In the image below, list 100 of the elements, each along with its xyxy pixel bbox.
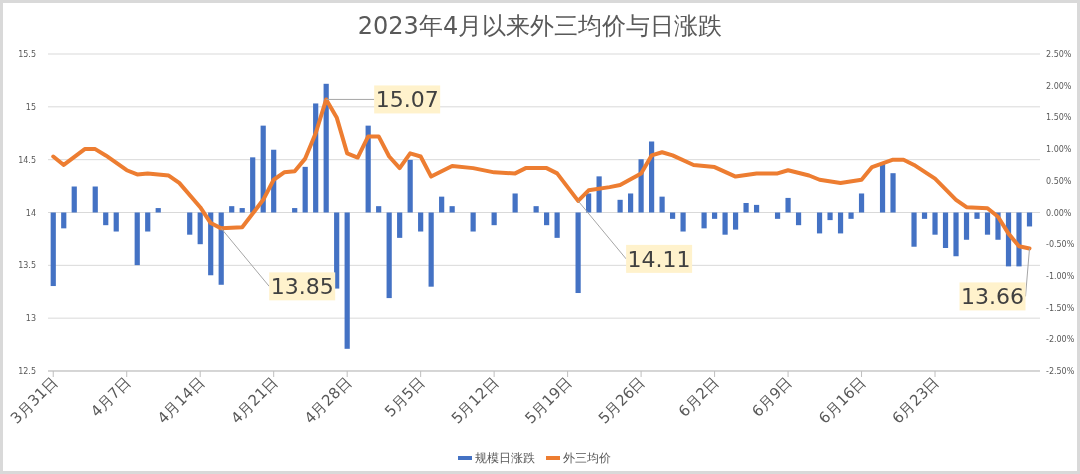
bar [953,212,959,257]
bar [617,199,623,213]
x-tick-label: 6月23日 [888,373,943,428]
bar [418,212,424,232]
bar [197,212,203,245]
bar [554,212,560,238]
bar [544,212,550,226]
bar [586,193,592,213]
y2-tick-label: 2.50% [1046,50,1072,59]
bar [1016,212,1022,267]
bar [837,212,844,234]
bar [890,173,896,213]
bar [911,212,917,247]
bar [187,212,193,235]
annotation: 13.85 [270,274,334,300]
bar [533,206,539,213]
x-tick-label: 5月12日 [447,373,502,428]
annotation: 13.66 [961,284,1024,310]
annotation: 14.11 [627,246,691,272]
y-tick-label: 13.5 [18,261,36,271]
x-tick-label: 4月21日 [227,373,282,428]
bar [428,212,434,287]
x-tick-label: 4月28日 [300,373,355,428]
bar [334,212,340,289]
bar [680,212,686,232]
bar [628,193,634,213]
bar [344,212,350,349]
y2-tick-label: -0.50% [1046,240,1075,250]
y2-tick-label: 1.00% [1046,145,1072,155]
bar [145,212,151,232]
y2-tick-label: -2.50% [1046,367,1075,376]
y-tick-label: 15.5 [18,50,36,59]
y-tick-label: 12.5 [18,367,36,376]
bar [113,212,119,232]
bar [816,212,823,234]
bar [659,196,665,213]
bar [250,157,256,213]
bar [753,204,760,213]
bar [942,212,949,248]
y-tick-label: 14 [25,208,36,218]
x-tick-label: 5月19日 [521,373,576,428]
bar [795,212,802,226]
bar [848,212,854,219]
bar [50,212,56,287]
y2-tick-label: 0.50% [1046,176,1072,186]
annotation: 15.07 [375,87,439,113]
bar [743,202,749,213]
bar [974,212,980,219]
bar [491,212,497,226]
bar [963,212,970,240]
y2-tick-label: 2.00% [1046,81,1072,91]
bar [92,186,98,213]
bar [774,212,781,219]
bar [669,212,676,219]
bar [134,212,140,266]
bar [292,208,298,213]
bar [449,206,455,213]
bar [439,196,445,213]
y2-tick-label: -1.00% [1046,271,1075,281]
x-tick-label: 4月7日 [87,373,135,421]
bar [239,208,245,213]
y2-tick-label: 0.00% [1046,208,1072,218]
bar [785,197,791,213]
bar [722,212,728,235]
bar [365,125,371,213]
legend-label: 规模日涨跌 [475,451,535,465]
legend-label: 外三均价 [563,451,611,465]
bar [155,208,161,213]
bar [61,212,67,229]
bar [932,212,938,235]
x-tick-label: 5月26日 [594,373,649,428]
bar [470,212,476,232]
bar [71,186,77,213]
bar [512,193,518,213]
x-tick-label: 6月16日 [815,373,870,428]
bar [879,163,886,213]
chart-title: 2023年4月以来外三均价与日涨跌 [357,12,723,40]
bar [407,159,413,213]
y-tick-label: 14.5 [18,155,36,165]
x-tick-label: 4月14日 [153,373,209,428]
y2-tick-label: -1.50% [1046,303,1075,313]
bar [701,212,707,229]
bar [302,166,308,213]
bar [827,212,833,221]
x-tick-label: 6月9日 [748,373,796,421]
y2-tick-label: 1.50% [1046,113,1072,123]
bar [575,212,581,294]
bar [386,212,392,299]
x-tick-label: 3月31日 [6,373,62,428]
bar [921,212,928,219]
bar [711,212,718,219]
y-tick-label: 13 [25,314,36,324]
bar [858,193,865,213]
bar [397,212,403,238]
bar [229,206,235,213]
y2-tick-label: -2.00% [1046,335,1075,345]
x-tick-label: 6月2日 [674,373,723,421]
bar [732,212,739,230]
x-tick-label: 5月5日 [381,373,429,421]
bar [984,212,991,235]
